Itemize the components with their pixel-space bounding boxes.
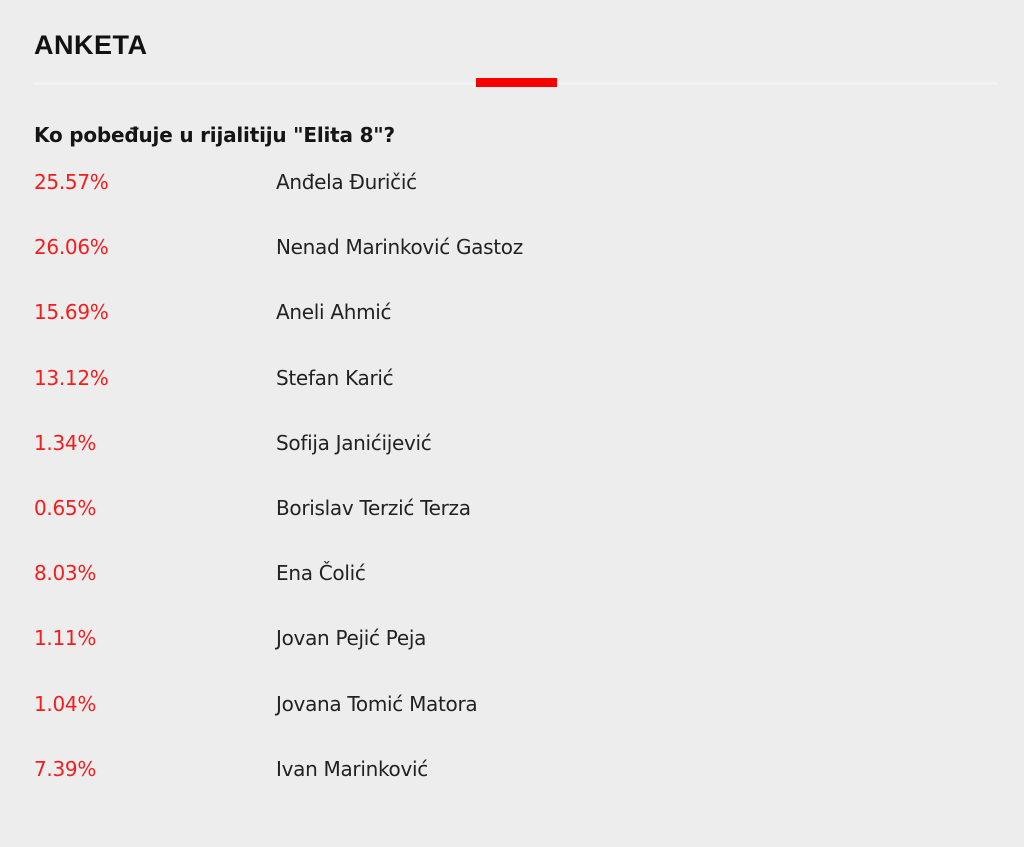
result-name: Jovan Pejić Peja: [276, 626, 427, 651]
poll-result-row: 7.39% Ivan Marinković: [34, 752, 998, 817]
poll-results-list: 25.57% Anđela Đuričić 26.06% Nenad Marin…: [34, 165, 998, 817]
result-percent: 25.57%: [34, 170, 109, 194]
result-percent: 7.39%: [34, 756, 97, 781]
poll-result-row: 1.04% Jovana Tomić Matora: [34, 687, 998, 752]
accent-bar: [476, 78, 557, 87]
result-percent: 13.12%: [34, 365, 109, 390]
result-percent: 1.34%: [34, 430, 97, 455]
result-percent: 8.03%: [34, 561, 97, 586]
poll-result-row: 8.03% Ena Čolić: [34, 556, 998, 621]
result-name: Aneli Ahmić: [276, 300, 392, 325]
poll-result-row: 15.69% Aneli Ahmić: [34, 295, 998, 360]
poll-result-row: 26.06% Nenad Marinković Gastoz: [34, 230, 998, 295]
result-percent: 1.04%: [34, 691, 97, 716]
result-name: Ivan Marinković: [276, 756, 428, 781]
result-percent: 26.06%: [34, 235, 109, 260]
result-name: Sofija Janićijević: [276, 430, 432, 455]
poll-result-row: 13.12% Stefan Karić: [34, 361, 998, 426]
result-name: Borislav Terzić Terza: [276, 495, 471, 520]
result-name: Stefan Karić: [276, 365, 394, 390]
result-name: Ena Čolić: [276, 561, 366, 586]
result-name: Jovana Tomić Matora: [276, 691, 478, 716]
poll-result-row: 25.57% Anđela Đuričić: [34, 165, 998, 230]
result-percent: 1.11%: [34, 626, 97, 651]
poll-result-row: 1.11% Jovan Pejić Peja: [34, 621, 998, 686]
result-percent: 15.69%: [34, 300, 109, 325]
result-percent: 0.65%: [34, 495, 97, 520]
poll-question: Ko pobeđuje u rijalitiju "Elita 8"?: [34, 123, 395, 147]
poll-result-row: 0.65% Borislav Terzić Terza: [34, 491, 998, 556]
result-name: Nenad Marinković Gastoz: [276, 235, 523, 260]
poll-result-row: 1.34% Sofija Janićijević: [34, 426, 998, 491]
result-name: Anđela Đuričić: [276, 170, 417, 194]
poll-title: ANKETA: [34, 30, 148, 60]
